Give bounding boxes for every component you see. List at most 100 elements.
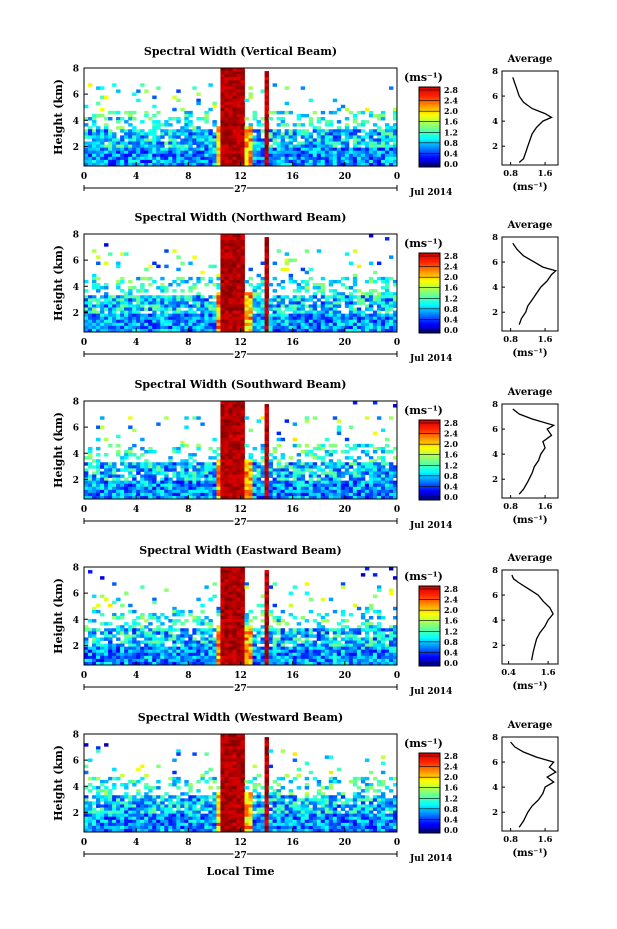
heatmap-cell [96,101,101,106]
heatmap-cell [220,588,225,592]
heatmap-cell [116,658,121,663]
heatmap-cell [212,328,217,333]
heatmap-cell [192,628,197,632]
heatmap-cell [260,474,265,478]
heatmap-cell [356,298,362,302]
heatmap-cell [388,328,394,333]
heatmap-cell [212,310,217,315]
heatmap-cell [336,480,342,485]
heatmap-cell [176,474,181,478]
heatmap-cell [100,474,105,478]
heatmap-cell [364,325,370,330]
heatmap-cell [100,325,105,330]
heatmap-cell [180,150,185,155]
heatmap-cell [220,576,225,580]
heatmap-cell [300,132,306,136]
heatmap-cell [124,150,129,155]
heatmap-cell [364,606,370,611]
heatmap-cell [228,255,233,259]
heatmap-cell [112,138,117,142]
heatmap-cell [184,619,189,623]
heatmap-cell [140,616,145,620]
heatmap-cell [144,661,149,666]
heatmap-cell [356,492,362,497]
heatmap-cell [124,655,129,660]
heatmap-cell [104,437,109,442]
heatmap-cell [108,631,113,635]
heatmap-cell [272,129,278,133]
heatmap-cell [284,637,290,641]
heatmap-cell [284,135,290,139]
heatmap-cell [220,637,225,641]
heatmap-cell [320,316,326,321]
heatmap-cell [388,144,394,149]
heatmap-cell [308,450,314,454]
heatmap-cell [264,120,269,124]
heatmap-cell [184,310,189,315]
heatmap-cell [84,153,89,158]
heatmap-cell [224,144,229,149]
heatmap-cell [264,410,269,414]
heatmap-cell [228,307,233,311]
heatmap-cell [280,286,286,290]
heatmap-cell [88,310,93,315]
heatmap-cell [240,153,245,158]
heatmap-cell [372,489,378,494]
heatmap-cell [136,468,141,472]
heatmap-cell [328,138,334,142]
heatmap-cell [220,159,225,164]
heatmap-cell [276,156,282,161]
heatmap-cell [100,153,105,158]
heatmap-cell [168,123,173,127]
heatmap-cell [256,316,261,321]
heatmap-cell [184,465,189,469]
heatmap-cell [292,129,298,133]
heatmap-cell [176,144,181,149]
heatmap-cell [160,129,165,133]
heatmap-cell [220,619,225,623]
heatmap-cell [272,159,278,164]
heatmap-cell [388,295,394,299]
heatmap-cell [360,301,366,305]
heatmap-cell [268,661,273,666]
heatmap-cell [136,289,141,293]
heatmap-cell [220,600,225,605]
heatmap-cell [228,113,233,118]
heatmap-cell [300,465,306,469]
heatmap-cell [252,313,257,318]
heatmap-cell [224,117,229,121]
heatmap-cell [148,141,153,145]
heatmap-cell [156,422,161,426]
heatmap-cell [344,322,350,327]
heatmap-cell [364,634,370,638]
heatmap-cell [308,462,314,466]
heatmap-cell [248,298,253,302]
heatmap-cell [192,286,197,290]
heatmap-cell [164,416,169,420]
heatmap-cell [252,144,257,149]
heatmap-cell [240,110,245,115]
heatmap-cell [96,437,101,442]
heatmap-cell [304,655,310,660]
heatmap-cell [352,313,358,318]
heatmap-cell [316,126,322,130]
heatmap-cell [188,313,193,318]
heatmap-cell [228,616,233,620]
heatmap-cell [168,492,173,497]
heatmap-cell [112,477,117,482]
heatmap-cell [368,295,374,299]
heatmap-cell [364,637,370,641]
heatmap-cell [300,495,306,500]
heatmap-cell [356,456,362,460]
heatmap-cell [88,316,93,321]
heatmap-cell [160,153,165,158]
heatmap-cell [328,310,334,315]
heatmap-cell [368,492,374,497]
heatmap-cell [372,322,378,327]
heatmap-cell [164,249,169,253]
heatmap-cell [312,655,318,660]
heatmap-cell [88,474,93,478]
heatmap-cell [232,652,237,657]
heatmap-cell [272,304,278,308]
heatmap-cell [132,310,137,315]
